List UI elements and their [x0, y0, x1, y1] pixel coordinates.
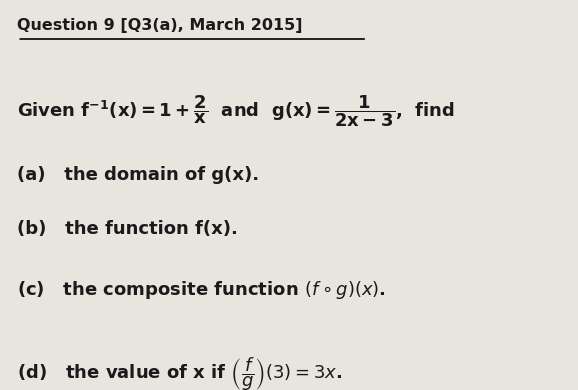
Text: (a)   the domain of g(x).: (a) the domain of g(x).	[17, 166, 260, 184]
Text: (d)   the value of x if $\left(\dfrac{f}{g}\right)(3)=3x$.: (d) the value of x if $\left(\dfrac{f}{g…	[17, 355, 343, 390]
Text: (b)   the function f(x).: (b) the function f(x).	[17, 220, 238, 238]
Text: (c)   the composite function $(f \circ g)(x)$.: (c) the composite function $(f \circ g)(…	[17, 279, 386, 301]
Text: Question 9 [Q3(a), March 2015]: Question 9 [Q3(a), March 2015]	[17, 18, 303, 32]
Text: Given $\mathbf{f^{-1}(x)=1+\dfrac{2}{x}}$  and  $\mathbf{g(x)=\dfrac{1}{2x-3}}$,: Given $\mathbf{f^{-1}(x)=1+\dfrac{2}{x}}…	[17, 94, 455, 129]
